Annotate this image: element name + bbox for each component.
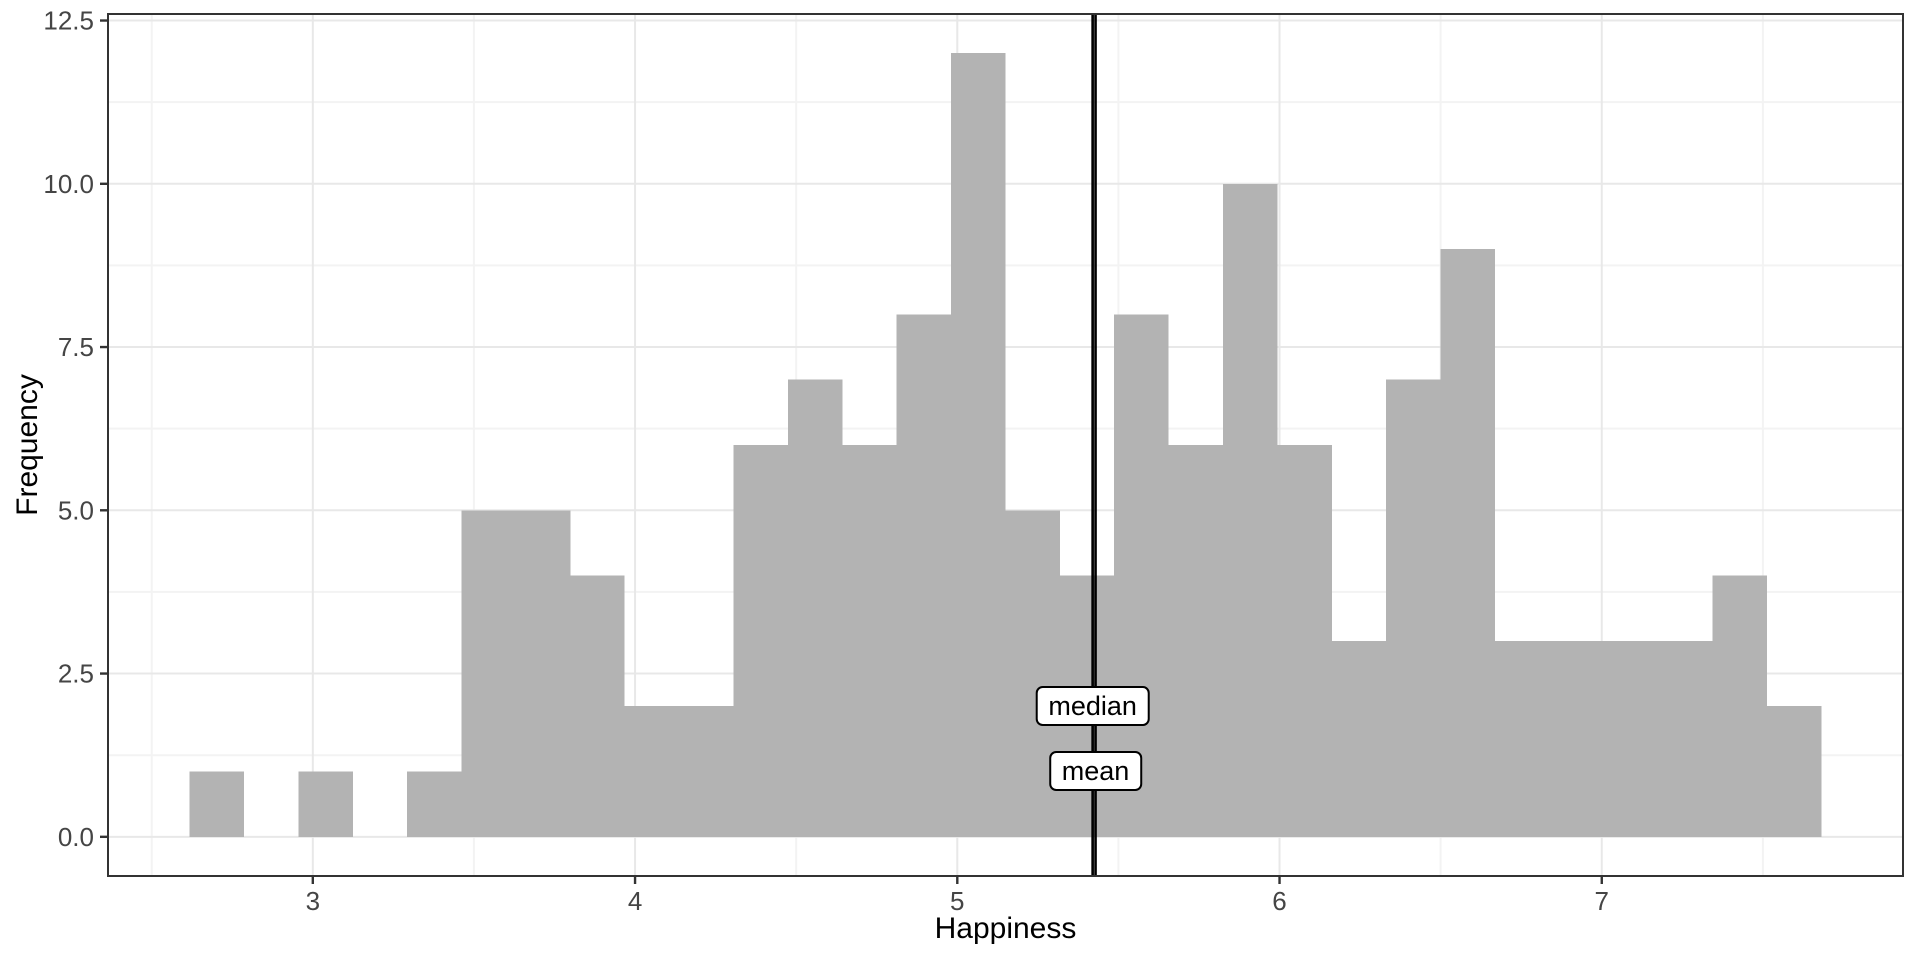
histogram-bar [1277,445,1332,837]
histogram-bar [679,706,734,837]
histogram-bar [733,445,788,837]
panel-border [107,13,1904,877]
x-tick-label: 7 [1595,886,1609,916]
histogram-bar [1549,640,1604,837]
x-tick-label: 5 [950,886,964,916]
mean-line [1094,14,1097,876]
histogram-bar [1223,183,1278,837]
histogram-bar [1658,640,1713,837]
histogram-bar [896,314,952,837]
histogram-bar [951,53,1006,837]
histogram-bar [407,771,462,837]
x-axis-title: Happiness [934,912,1077,945]
y-tick-label: 12.5 [43,6,94,36]
x-tick-label: 3 [306,886,320,916]
histogram-bar [461,510,516,837]
histogram-bars [189,53,1822,837]
y-tick-label: 5.0 [58,495,94,525]
y-tick-label: 0.0 [58,822,94,852]
y-tick-label: 2.5 [58,659,94,689]
histogram-bar [298,771,353,837]
histogram-bar [1494,640,1550,837]
histogram-bar [570,575,625,837]
histogram-bar [1386,379,1441,837]
histogram-bar [1114,314,1169,837]
histogram-bar [1168,445,1224,837]
histogram-bar [787,379,843,837]
histogram-bar [1331,640,1387,837]
histogram-bar [1440,249,1495,837]
y-axis-title: Frequency [11,374,44,516]
histogram-bar [624,706,680,837]
x-tick-label: 4 [628,886,642,916]
y-tick-label: 10.0 [43,169,94,199]
histogram-bar [1603,640,1659,837]
histogram-bar [515,510,571,837]
histogram-bar [1766,706,1822,837]
histogram-bar [1712,575,1767,837]
median-label: median [1035,686,1150,726]
x-tick-label: 6 [1272,886,1286,916]
mean-label: mean [1048,751,1143,791]
median-line [1091,14,1094,876]
histogram-bar [189,771,244,837]
histogram-bar [842,445,897,837]
y-tick-label: 7.5 [58,332,94,362]
